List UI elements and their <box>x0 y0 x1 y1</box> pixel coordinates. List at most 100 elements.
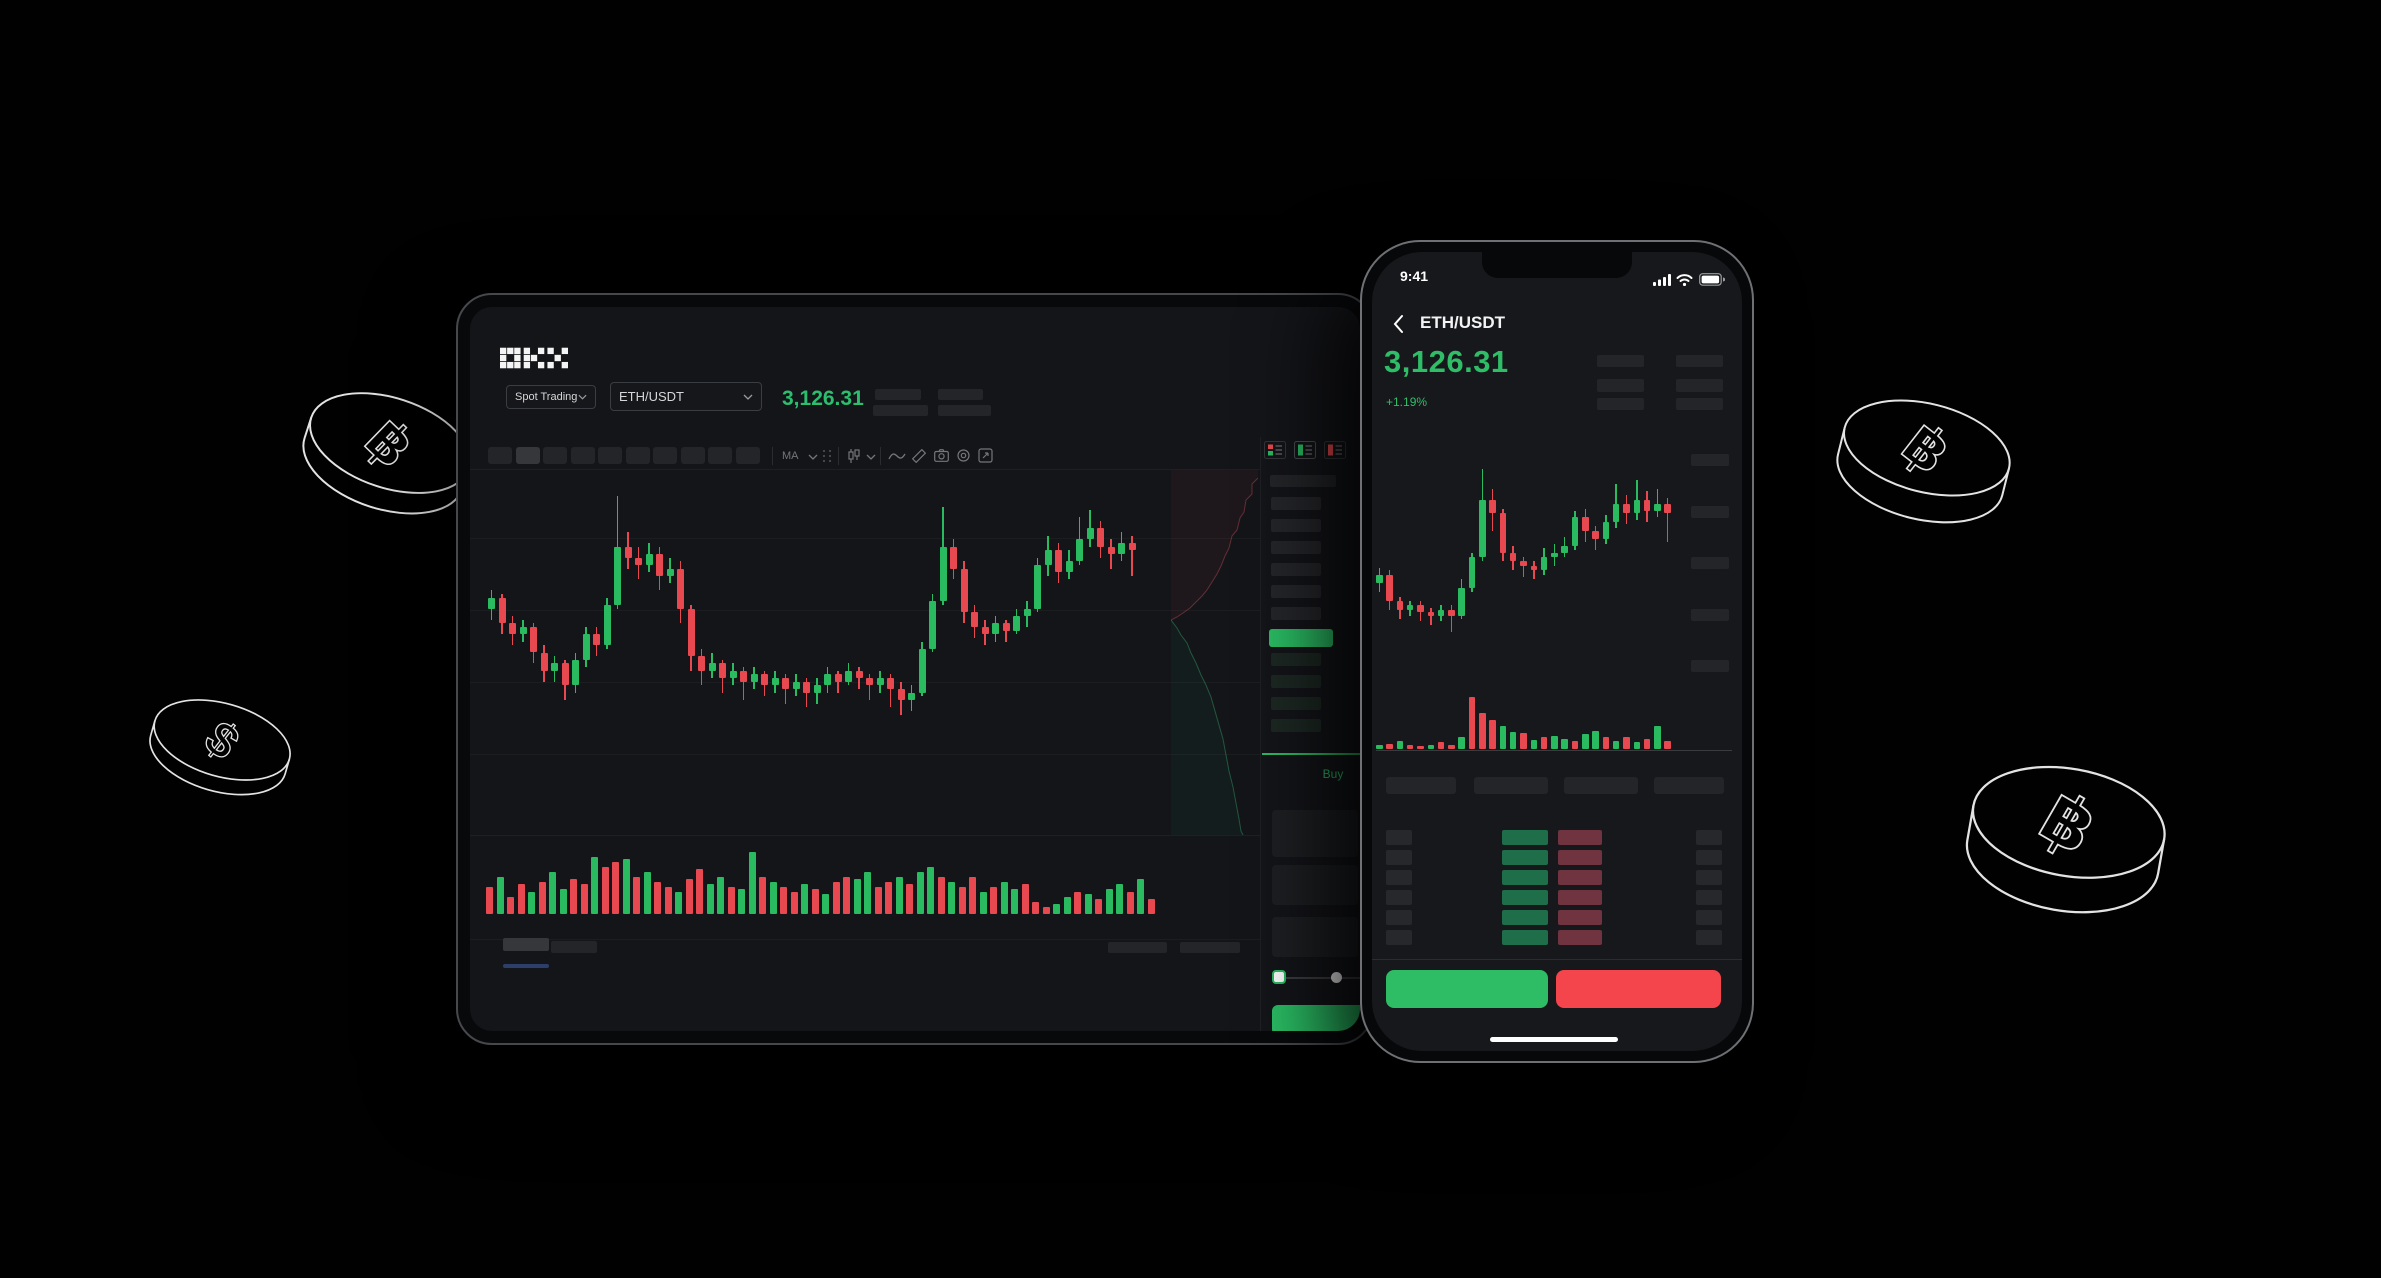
volume-bar <box>643 871 651 914</box>
buy-button[interactable] <box>1272 1005 1360 1031</box>
phone-order-book[interactable] <box>1386 830 1732 950</box>
candle-body <box>498 597 506 624</box>
line-tool-icon[interactable] <box>888 452 906 461</box>
indicator-dots-icon[interactable] <box>822 449 832 463</box>
settings-gear-icon[interactable] <box>956 448 971 463</box>
axis-skeleton <box>1691 608 1729 621</box>
candle-body <box>1002 623 1010 631</box>
header-skeleton <box>875 389 921 400</box>
camera-icon[interactable] <box>934 449 949 462</box>
volume-bar <box>1479 712 1486 749</box>
phone-candle-chart[interactable] <box>1376 447 1676 667</box>
orderbook-layout-both-icon[interactable] <box>1264 441 1286 459</box>
timeframe-button-skeleton[interactable] <box>653 447 677 464</box>
orderbook-amount-skeleton <box>1696 870 1722 885</box>
candle-type-icon[interactable] <box>848 449 860 463</box>
timeframe-button-skeleton[interactable] <box>488 447 512 464</box>
volume-bar <box>1396 741 1404 749</box>
timeframe-button-skeleton[interactable] <box>680 447 705 464</box>
orderbook-amount-skeleton <box>1386 930 1412 945</box>
candle-body <box>981 626 989 635</box>
bottom-tab[interactable] <box>551 941 597 953</box>
header-skeleton <box>873 405 928 416</box>
candle-body <box>1034 564 1041 609</box>
candle-body <box>624 546 632 558</box>
ticker-skeleton <box>1597 379 1644 392</box>
amount-slider-handle[interactable] <box>1272 970 1286 984</box>
axis-skeleton <box>1691 557 1729 569</box>
bitcoin-symbol: ฿ <box>354 407 426 479</box>
draw-tool-icon[interactable] <box>912 449 926 463</box>
timeframe-button-skeleton[interactable] <box>570 447 595 464</box>
volume-bar <box>580 884 588 914</box>
timeframe-buttons[interactable] <box>488 447 760 464</box>
gridline <box>470 538 1260 539</box>
amount-input-skeleton[interactable] <box>1272 865 1358 905</box>
notch <box>1482 252 1632 278</box>
candle-body <box>1023 608 1031 616</box>
gridline <box>470 754 1260 755</box>
tab-pill[interactable] <box>1654 777 1724 794</box>
tab-pill[interactable] <box>1474 777 1548 794</box>
candle-body <box>687 608 695 657</box>
divider <box>470 835 1260 836</box>
timeframe-button-skeleton[interactable] <box>735 447 760 464</box>
orderbook-ask-bar <box>1558 910 1602 925</box>
tablet-volume-chart[interactable] <box>486 852 1160 914</box>
timeframe-button-skeleton[interactable] <box>708 447 732 464</box>
chevron-down-icon[interactable] <box>866 454 876 460</box>
total-input-skeleton[interactable] <box>1272 917 1358 957</box>
ticker-skeleton <box>1676 398 1723 410</box>
volume-bar <box>538 881 546 914</box>
tab-pill[interactable] <box>1564 777 1638 794</box>
candle-body <box>1509 552 1517 562</box>
volume-bar <box>1406 744 1414 749</box>
sell-button[interactable] <box>1556 970 1721 1008</box>
home-indicator[interactable] <box>1490 1037 1618 1042</box>
tab-pill[interactable] <box>1386 777 1456 794</box>
price-input-skeleton[interactable] <box>1272 810 1358 857</box>
phone-price: 3,126.31 <box>1384 344 1509 379</box>
timeframe-button-skeleton[interactable] <box>598 447 622 464</box>
candle-body <box>1076 539 1083 562</box>
ma-indicator-label[interactable]: MA <box>782 450 799 462</box>
orderbook-layout-buy-icon[interactable] <box>1294 441 1316 459</box>
back-chevron-icon[interactable] <box>1392 314 1404 334</box>
amount-slider-track[interactable] <box>1280 977 1360 979</box>
candle-body <box>950 546 957 569</box>
active-tab-underline <box>503 964 549 968</box>
candle-body <box>1499 513 1507 553</box>
timeframe-button-skeleton[interactable] <box>515 447 540 464</box>
order-book[interactable] <box>1266 475 1356 741</box>
fullscreen-icon[interactable] <box>978 448 993 463</box>
candle-body <box>488 597 495 609</box>
orderbook-amount-skeleton <box>1386 910 1412 925</box>
volume-bar <box>885 881 892 914</box>
tablet-orderbook-bids <box>1266 653 1356 732</box>
timeframe-button-skeleton[interactable] <box>543 447 567 464</box>
volume-bar <box>622 859 630 914</box>
candle-wick <box>784 674 787 704</box>
pair-select[interactable]: ETH/USDT <box>610 382 762 411</box>
candle-body <box>824 674 831 686</box>
volume-bar <box>780 886 787 914</box>
buy-button[interactable] <box>1386 970 1548 1008</box>
bottom-tab-active[interactable] <box>503 938 549 951</box>
phone-volume-chart <box>1376 697 1676 749</box>
volume-bar <box>1540 737 1548 749</box>
chevron-down-icon[interactable] <box>808 454 818 460</box>
orderbook-layout-sell-icon[interactable] <box>1324 441 1346 459</box>
candle-body <box>1602 521 1610 540</box>
buy-tab[interactable]: Buy <box>1322 767 1344 781</box>
candle-body <box>666 568 674 576</box>
volume-bar <box>1084 894 1092 914</box>
market-type-select[interactable]: Spot Trading <box>506 385 596 409</box>
candle-wick <box>1131 535 1133 576</box>
bitcoin-coin-icon: ฿ <box>271 362 493 573</box>
candle-wick <box>1522 557 1525 577</box>
tablet-candle-chart[interactable] <box>488 470 1142 835</box>
volume-bar <box>528 891 535 914</box>
candle-body <box>813 685 821 693</box>
candle-body <box>1612 504 1620 522</box>
timeframe-button-skeleton[interactable] <box>625 447 650 464</box>
